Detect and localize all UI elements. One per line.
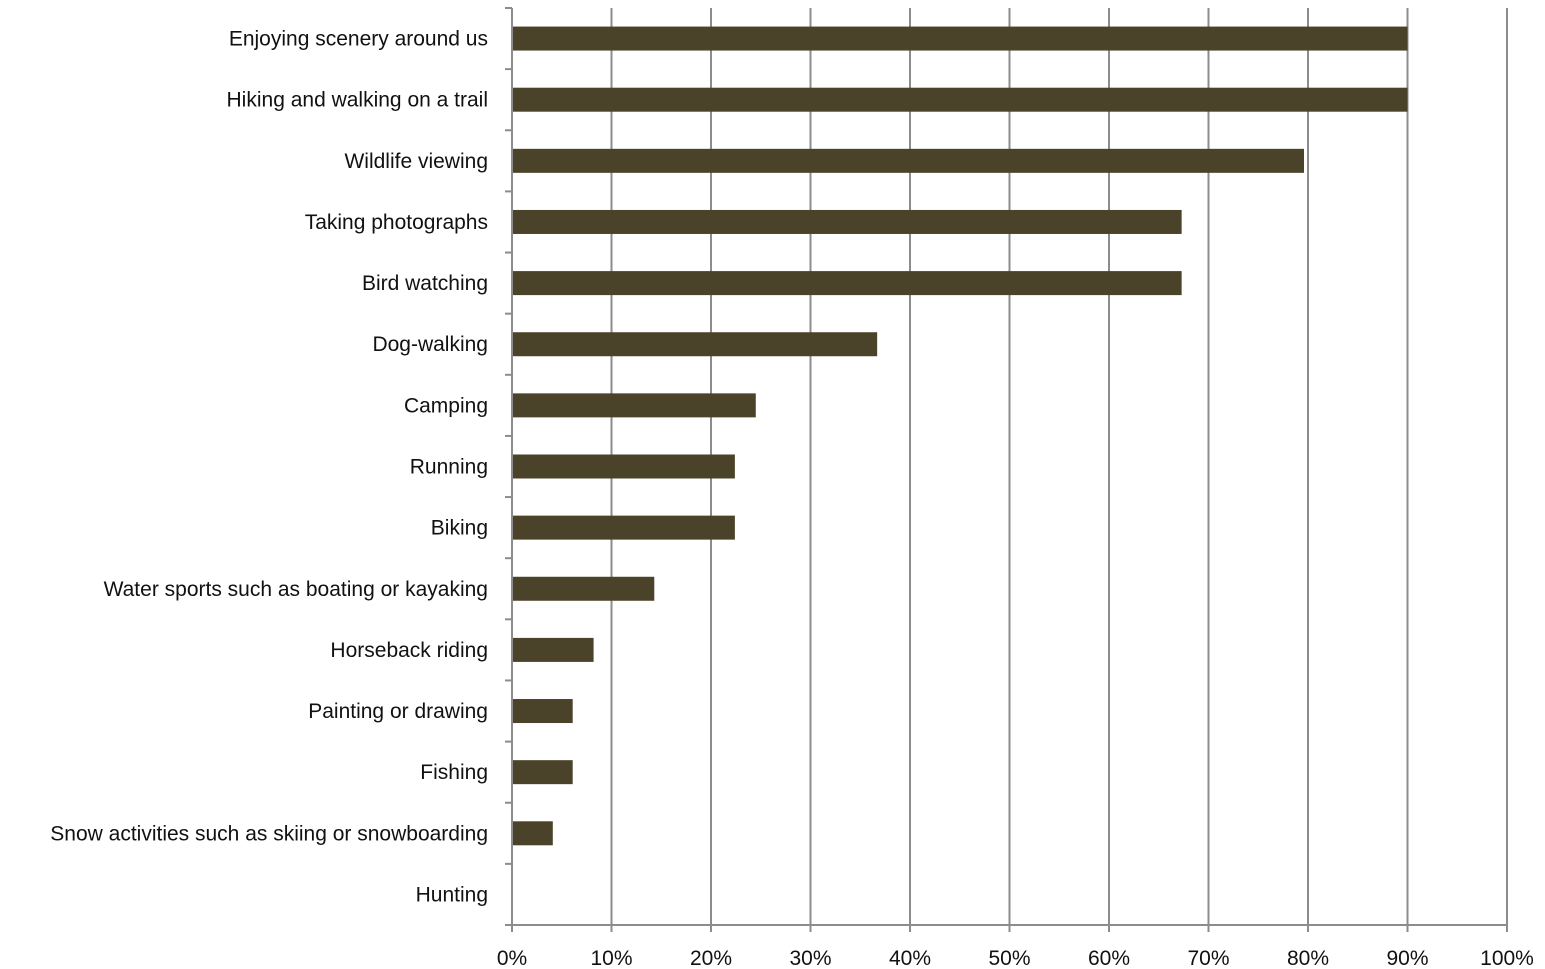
bar <box>513 26 1408 51</box>
x-tick-label: 40% <box>889 947 931 969</box>
x-tick-label: 10% <box>590 947 632 969</box>
x-tick-label: 90% <box>1386 947 1428 969</box>
bar <box>513 576 655 601</box>
bar <box>513 332 878 357</box>
bar <box>513 209 1182 234</box>
x-tick-label: 80% <box>1287 947 1329 969</box>
category-label: Horseback riding <box>330 639 488 662</box>
category-label: Enjoying scenery around us <box>229 28 488 51</box>
category-label: Taking photographs <box>305 211 488 234</box>
category-label: Camping <box>404 394 488 417</box>
bar <box>513 148 1305 173</box>
x-tick-labels: 0% 10% 20% 30% 40% 50% 60% 70% 80% 90% 100% <box>497 947 1534 969</box>
category-labels: Enjoying scenery around us Hiking and wal… <box>50 28 488 907</box>
category-label: Snow activities such as skiing or snowbo… <box>50 822 488 845</box>
x-tick-label: 70% <box>1187 947 1229 969</box>
category-label: Water sports such as boating or kayaking <box>104 578 488 601</box>
category-label: Hiking and walking on a trail <box>227 89 488 112</box>
bar <box>513 454 735 479</box>
axes <box>505 7 1508 932</box>
bar <box>513 515 735 540</box>
bar <box>513 87 1408 112</box>
x-tick-label: 50% <box>988 947 1030 969</box>
category-label: Wildlife viewing <box>344 150 488 173</box>
gridlines <box>610 8 1508 925</box>
bar <box>513 271 1182 296</box>
bars <box>513 26 1408 846</box>
x-tick-label: 30% <box>789 947 831 969</box>
category-label: Dog-walking <box>372 333 488 356</box>
x-tick-label: 100% <box>1480 947 1534 969</box>
category-label: Fishing <box>420 761 488 784</box>
category-label: Biking <box>431 517 488 540</box>
x-tick-label: 20% <box>690 947 732 969</box>
bar <box>513 699 573 724</box>
x-tick-label: 60% <box>1088 947 1130 969</box>
bar <box>513 760 573 785</box>
category-label: Bird watching <box>362 272 488 295</box>
x-tick-label: 0% <box>497 947 527 969</box>
category-label: Painting or drawing <box>308 700 488 723</box>
bar <box>513 637 594 662</box>
category-label: Running <box>410 456 488 479</box>
bar <box>513 393 756 418</box>
bar <box>513 821 553 846</box>
category-label: Hunting <box>416 883 488 906</box>
